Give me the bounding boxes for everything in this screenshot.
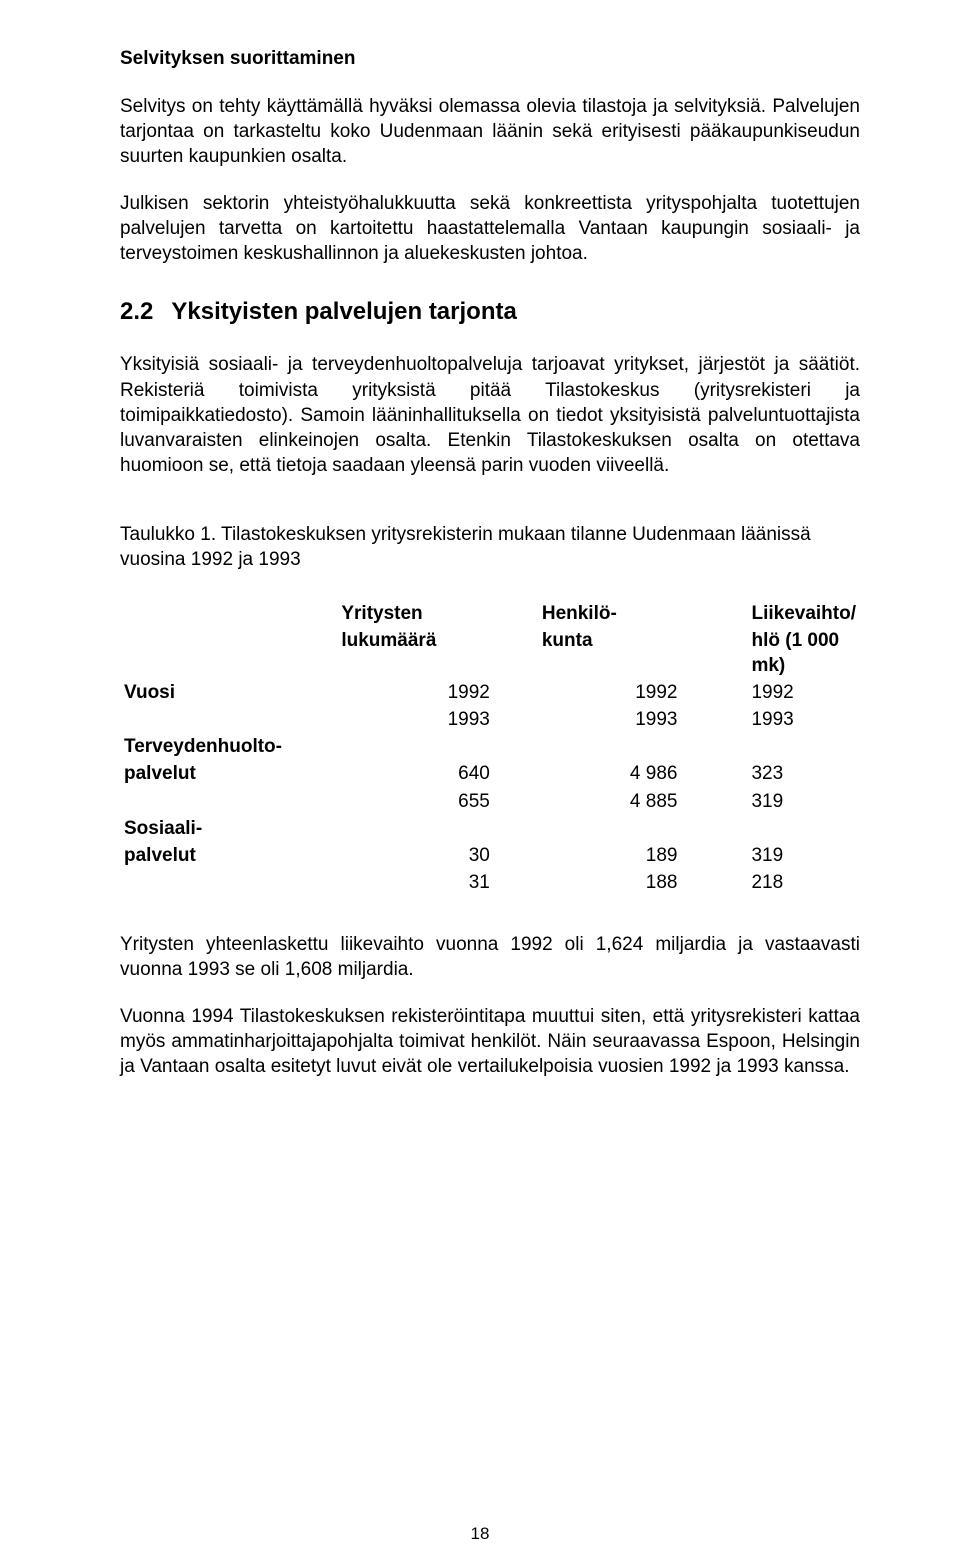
table-cell [721, 733, 860, 760]
table-row-label: Vuosi [120, 679, 337, 706]
table-row-label: Sosiaali- [120, 815, 337, 842]
table-cell: 655 [337, 788, 538, 815]
table-cell: 1992 [721, 679, 860, 706]
table-cell [721, 815, 860, 842]
table-header-cell: Liikevaihto/ [721, 600, 860, 627]
table-row: Sosiaali- [120, 815, 860, 842]
section-heading: 2.2 Yksityisten palvelujen tarjonta [120, 298, 860, 326]
table-row: 31 188 218 [120, 869, 860, 896]
paragraph-4: Yritysten yhteenlaskettu liikevaihto vuo… [120, 932, 860, 982]
table-cell: 4 885 [538, 788, 722, 815]
table-header-cell: Yritysten [337, 600, 538, 627]
table-header-cell: hlö (1 000 mk) [721, 627, 860, 679]
table-cell: 1993 [337, 706, 538, 733]
table-cell: 31 [337, 869, 538, 896]
table-cell [337, 815, 538, 842]
subheading-1: Selvityksen suorittaminen [120, 48, 860, 70]
table-cell: 323 [721, 760, 860, 787]
table-cell [337, 733, 538, 760]
document-page: Selvityksen suorittaminen Selvitys on te… [0, 0, 960, 1566]
table-row: 655 4 885 319 [120, 788, 860, 815]
section-title: Yksityisten palvelujen tarjonta [171, 298, 516, 325]
table-header-row-1: Yritysten Henkilö- Liikevaihto/ [120, 600, 860, 627]
table-row: Vuosi 1992 1992 1992 [120, 679, 860, 706]
table-cell: 218 [721, 869, 860, 896]
data-table: Yritysten Henkilö- Liikevaihto/ lukumäär… [120, 600, 860, 896]
table-cell: 319 [721, 842, 860, 869]
table-header-row-2: lukumäärä kunta hlö (1 000 mk) [120, 627, 860, 679]
table-cell: 319 [721, 788, 860, 815]
table-row: 1993 1993 1993 [120, 706, 860, 733]
table-cell [538, 733, 722, 760]
table-header-cell: kunta [538, 627, 722, 679]
table-cell: 189 [538, 842, 722, 869]
table-row-label [120, 706, 337, 733]
table-cell: 4 986 [538, 760, 722, 787]
table-cell: 30 [337, 842, 538, 869]
table-row-label: palvelut [120, 842, 337, 869]
table-row-label [120, 788, 337, 815]
table-cell: 1992 [538, 679, 722, 706]
paragraph-1: Selvitys on tehty käyttämällä hyväksi ol… [120, 94, 860, 169]
table-cell: 1993 [538, 706, 722, 733]
table-row: palvelut 640 4 986 323 [120, 760, 860, 787]
table-cell: 1992 [337, 679, 538, 706]
table-cell: 188 [538, 869, 722, 896]
table-row-label [120, 869, 337, 896]
table-row-label: Terveydenhuolto- [120, 733, 337, 760]
table-header-cell: Henkilö- [538, 600, 722, 627]
section-number: 2.2 [120, 298, 153, 326]
table-cell [538, 815, 722, 842]
table-row: palvelut 30 189 319 [120, 842, 860, 869]
table-cell: 640 [337, 760, 538, 787]
table-header-cell: lukumäärä [337, 627, 538, 679]
paragraph-2: Julkisen sektorin yhteistyöhalukkuutta s… [120, 191, 860, 266]
page-number: 18 [0, 1524, 960, 1544]
paragraph-5: Vuonna 1994 Tilastokeskuksen rekisteröin… [120, 1004, 860, 1079]
table-caption: Taulukko 1. Tilastokeskuksen yritysrekis… [120, 522, 860, 572]
table-row: Terveydenhuolto- [120, 733, 860, 760]
table-cell: 1993 [721, 706, 860, 733]
paragraph-3: Yksityisiä sosiaali- ja terveydenhuoltop… [120, 352, 860, 477]
table-row-label: palvelut [120, 760, 337, 787]
